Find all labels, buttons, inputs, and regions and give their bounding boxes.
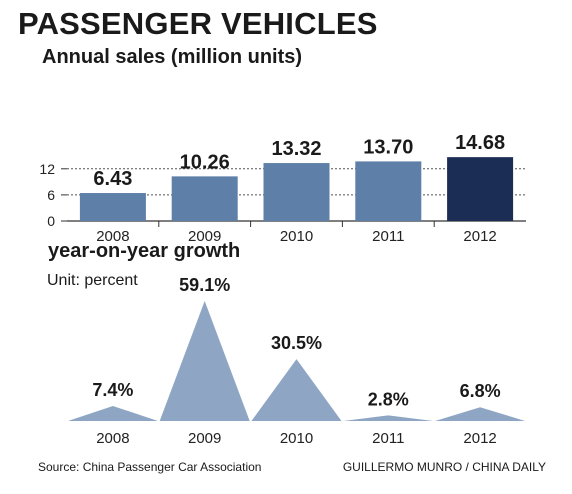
growth-year-label-2011: 2011 xyxy=(372,430,404,447)
bar-2012 xyxy=(447,157,514,221)
growth-triangle-2011 xyxy=(343,415,434,421)
bar-value-label-2009: 10.26 xyxy=(180,151,230,173)
x-tick-label-2008: 2008 xyxy=(96,228,129,245)
growth-triangle-2010 xyxy=(251,359,342,421)
x-tick-label-2009: 2009 xyxy=(188,228,221,245)
bar-value-label-2012: 14.68 xyxy=(455,132,505,154)
growth-triangle-2012 xyxy=(435,407,526,421)
y-tick-label-6: 6 xyxy=(47,187,55,203)
source-note: Source: China Passenger Car Association xyxy=(38,460,262,474)
growth-value-label-2008: 7.4% xyxy=(92,380,133,400)
bar-2009 xyxy=(171,176,238,221)
growth-triangle-2009 xyxy=(159,301,250,421)
growth-value-label-2012: 6.8% xyxy=(460,381,501,401)
bar-2008 xyxy=(79,193,146,221)
bar-2011 xyxy=(355,161,422,221)
bar-value-label-2010: 13.32 xyxy=(271,138,321,160)
growth-value-label-2011: 2.8% xyxy=(368,389,409,409)
growth-year-label-2008: 2008 xyxy=(96,430,129,447)
y-tick-label-12: 12 xyxy=(39,161,55,177)
growth-value-label-2010: 30.5% xyxy=(271,333,322,353)
growth-triangle-2008 xyxy=(67,405,158,421)
x-tick-label-2011: 2011 xyxy=(372,228,404,245)
bar-2010 xyxy=(263,163,330,221)
y-tick-label-0: 0 xyxy=(47,213,55,229)
bar-value-label-2008: 6.43 xyxy=(93,168,132,190)
growth-year-label-2010: 2010 xyxy=(280,430,313,447)
credit-note: GUILLERMO MUNRO / CHINA DAILY xyxy=(342,460,546,474)
growth-unit-label: Unit: percent xyxy=(47,272,138,289)
x-tick-label-2012: 2012 xyxy=(463,228,496,245)
infographic-title: PASSENGER VEHICLES xyxy=(18,6,378,41)
sales-chart-title: Annual sales (million units) xyxy=(42,46,303,68)
growth-year-label-2009: 2009 xyxy=(188,430,221,447)
growth-year-label-2012: 2012 xyxy=(463,430,496,447)
x-tick-label-2010: 2010 xyxy=(280,228,313,245)
growth-chart-title: year-on-year growth xyxy=(48,240,241,262)
growth-value-label-2009: 59.1% xyxy=(179,275,230,295)
bar-value-label-2011: 13.70 xyxy=(363,136,413,158)
